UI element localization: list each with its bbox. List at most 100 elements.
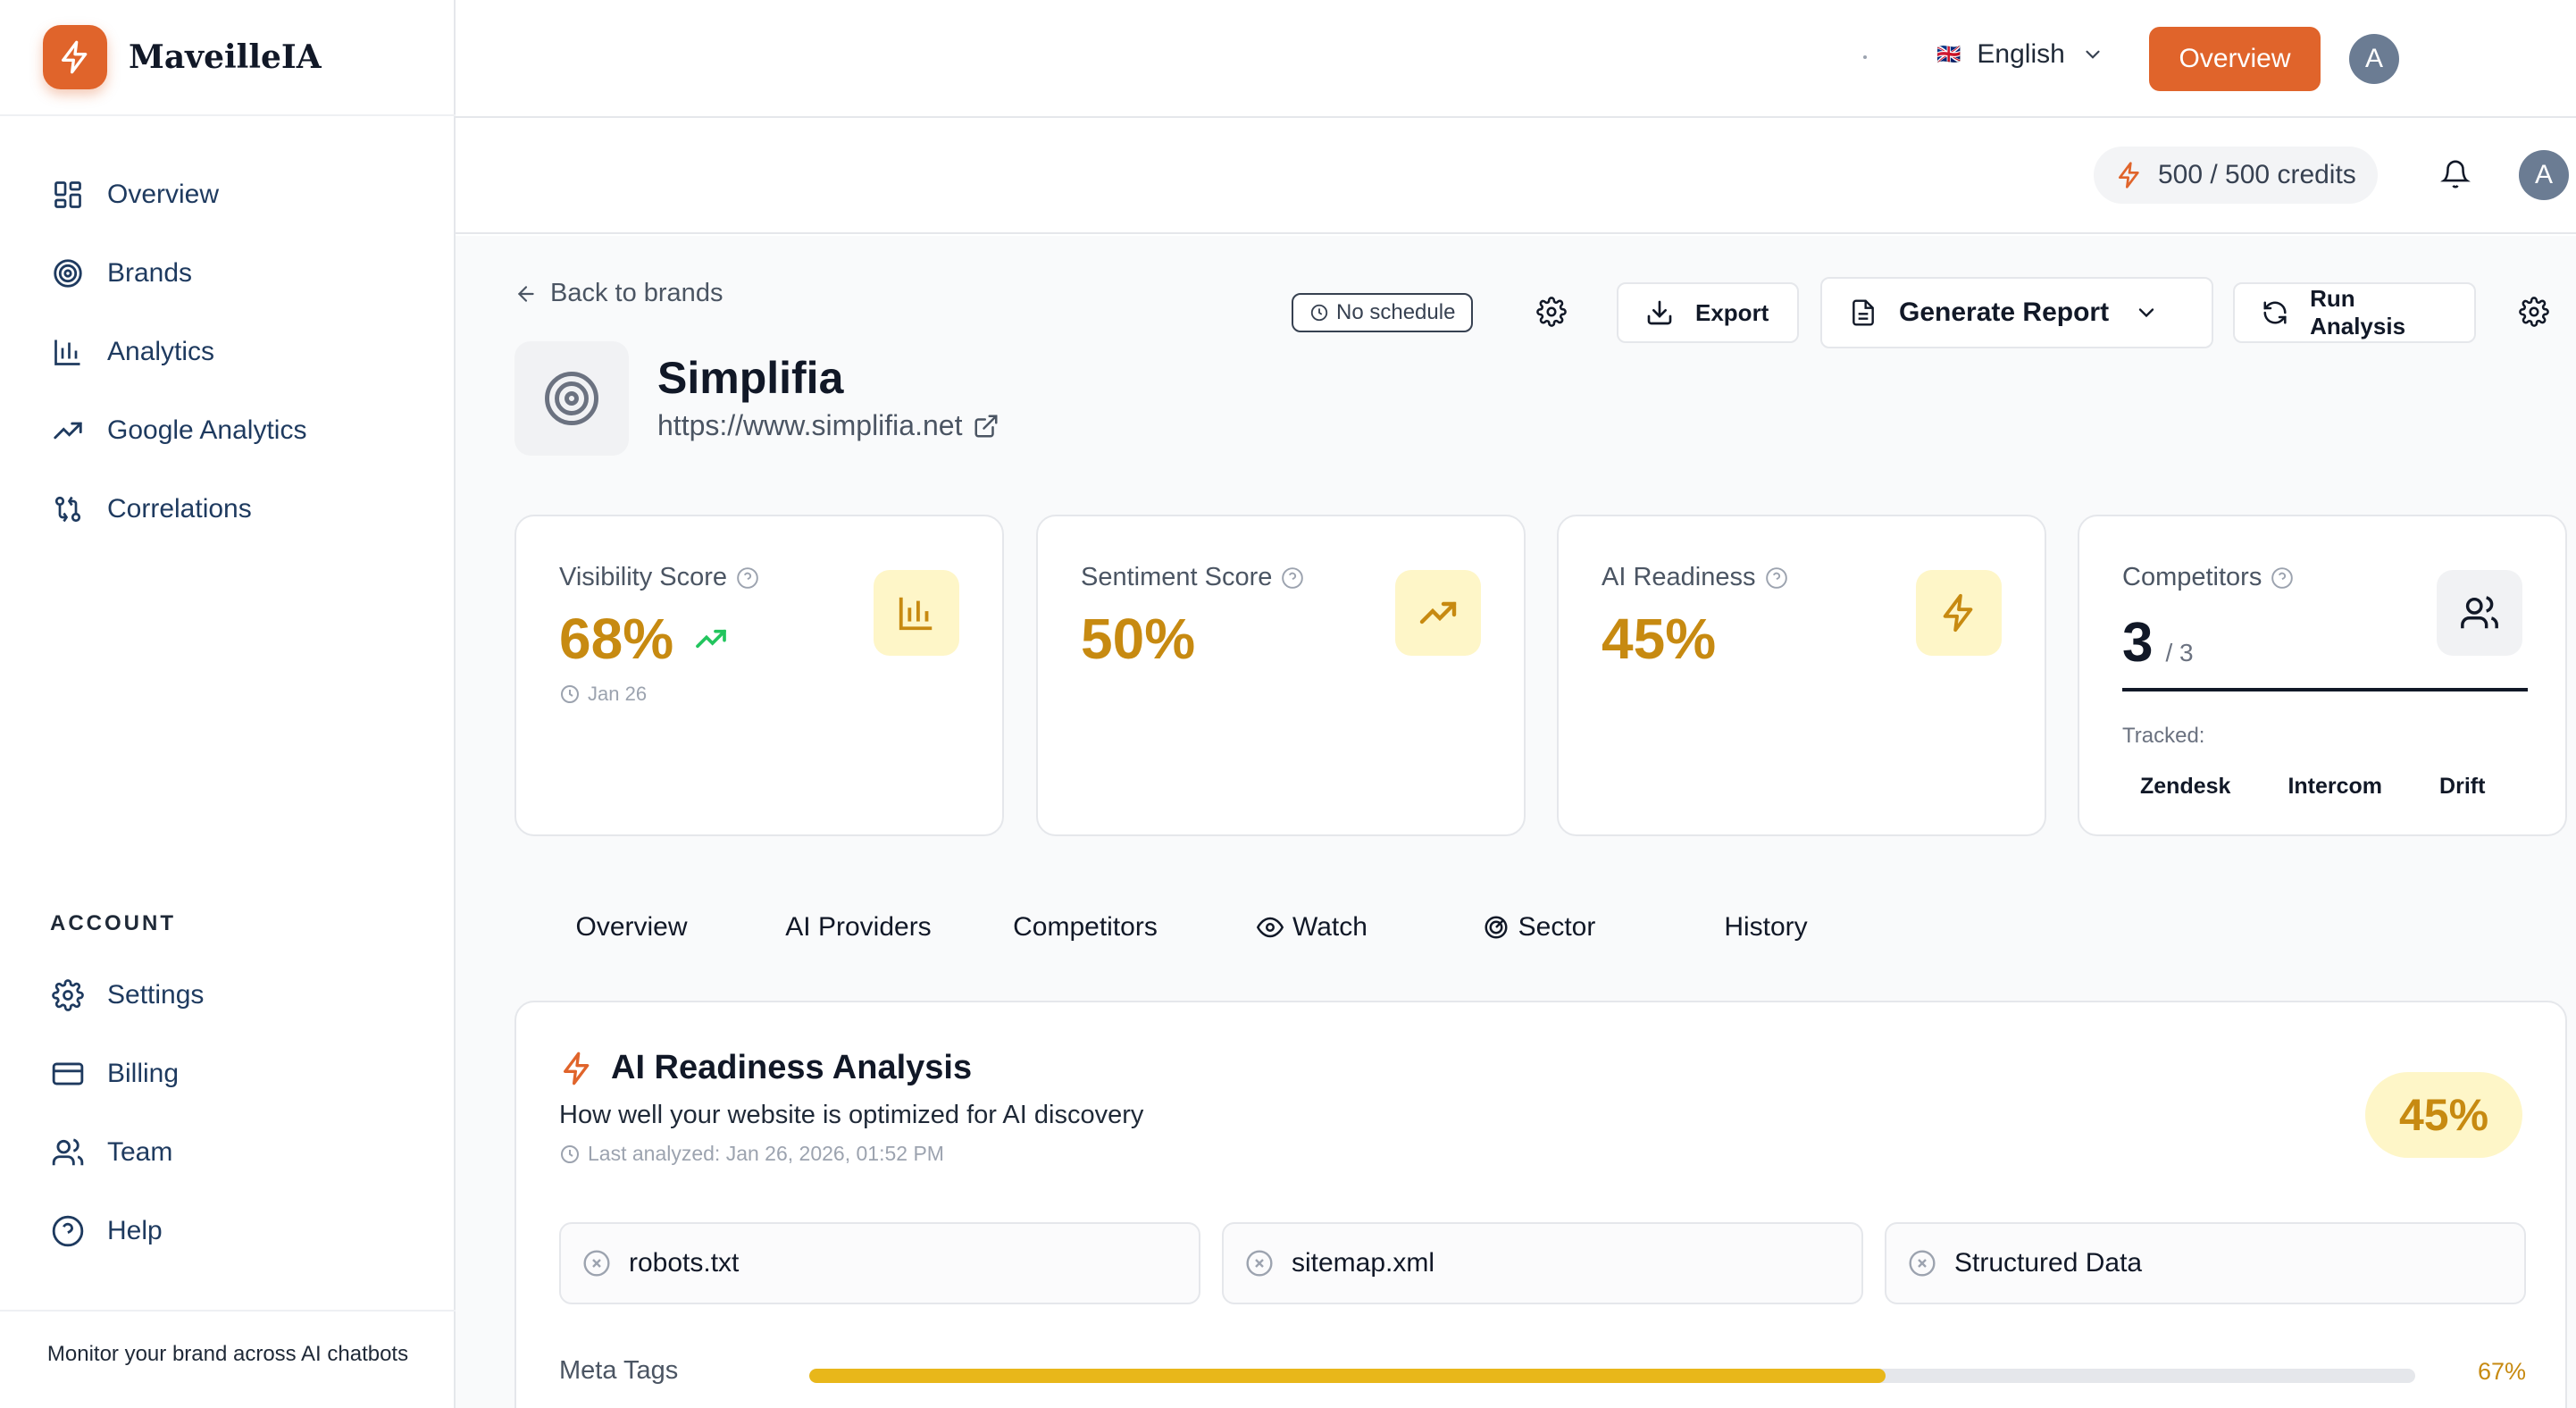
bar-chart-icon: [874, 570, 959, 656]
divider: [0, 1310, 456, 1312]
readiness-score-badge: 45%: [2365, 1072, 2522, 1158]
account-nav: Settings Billing Team Help: [50, 956, 204, 1270]
run-analysis-button[interactable]: Run Analysis: [2233, 282, 2476, 343]
help-circle-icon[interactable]: [736, 566, 759, 590]
schedule-settings-gear-icon[interactable]: [1536, 297, 1567, 331]
competitor-count: 3 / 3: [2122, 611, 2194, 675]
credits-badge[interactable]: 500 / 500 credits: [2094, 147, 2378, 204]
brand-url: https://www.simplifia.net: [657, 409, 963, 441]
language-label: English: [1977, 39, 2065, 69]
back-to-brands-link[interactable]: Back to brands: [514, 279, 723, 308]
card-title-text: AI Readiness: [1602, 563, 1756, 591]
generate-report-button[interactable]: Generate Report: [1820, 277, 2213, 348]
tab-label: History: [1724, 912, 1808, 942]
run-label: Run Analysis: [2310, 285, 2406, 339]
tab-overview[interactable]: Overview: [518, 904, 745, 951]
ai-readiness-analysis-card: AI Readiness Analysis How well your webs…: [514, 1001, 2567, 1408]
clock-icon: [1310, 304, 1328, 322]
help-circle-icon[interactable]: [1281, 566, 1304, 590]
competitor-count-total: / 3: [2165, 639, 2194, 666]
check-structured-data: Structured Data: [1885, 1222, 2526, 1304]
chevron-down-icon: [2138, 308, 2154, 318]
visibility-date: Jan 26: [588, 683, 648, 705]
check-label: Structured Data: [1954, 1248, 2143, 1278]
export-label: Export: [1695, 298, 1769, 326]
bell-icon[interactable]: [2440, 159, 2471, 194]
sidebar-item-settings[interactable]: Settings: [50, 956, 204, 1035]
app-name: MaveilleIA: [129, 38, 322, 76]
competitor-progress-bar: [2122, 688, 2528, 691]
card-title: AI Readiness: [1602, 563, 1788, 592]
check-label: robots.txt: [629, 1248, 740, 1278]
x-circle-icon: [1246, 1250, 1273, 1277]
sidebar-item-analytics[interactable]: Analytics: [50, 313, 306, 391]
file-text-icon: [1853, 299, 1874, 326]
tab-label: AI Providers: [785, 912, 932, 942]
lightning-logo-icon: [43, 25, 107, 89]
section-title-text: AI Readiness Analysis: [611, 1049, 973, 1086]
competitor-chip[interactable]: Intercom: [2287, 774, 2383, 799]
tab-label: Sector: [1518, 912, 1596, 942]
schedule-badge[interactable]: No schedule: [1292, 293, 1474, 332]
account-section-label: ACCOUNT: [50, 911, 176, 935]
arrow-left-icon: [517, 285, 534, 302]
language-selector[interactable]: 🇬🇧 English: [1936, 39, 2104, 70]
sidebar-item-overview[interactable]: Overview: [50, 155, 306, 234]
sidebar-item-label: Billing: [107, 1059, 180, 1088]
tab-watch[interactable]: Watch: [1199, 904, 1426, 951]
visibility-score-value: 68%: [559, 607, 674, 671]
tab-label: Competitors: [1013, 912, 1158, 942]
x-circle-icon: [1909, 1250, 1936, 1277]
check-label: sitemap.xml: [1292, 1248, 1435, 1278]
card-title-text: Sentiment Score: [1081, 563, 1273, 591]
avatar[interactable]: A: [2349, 34, 2399, 84]
help-circle-icon[interactable]: [1765, 566, 1788, 590]
schedule-label: No schedule: [1336, 300, 1456, 324]
sidebar-item-help[interactable]: Help: [50, 1192, 204, 1270]
export-button[interactable]: Export: [1617, 282, 1799, 343]
sidebar-item-label: Help: [107, 1216, 163, 1245]
card-date: Jan 26: [559, 683, 647, 706]
overview-button[interactable]: Overview: [2149, 27, 2321, 91]
last-analyzed-text: Last analyzed: Jan 26, 2026, 01:52 PM: [588, 1142, 944, 1165]
help-circle-icon[interactable]: [2271, 566, 2294, 590]
app-brand[interactable]: MaveilleIA: [43, 25, 322, 89]
sidebar-item-label: Analytics: [107, 337, 215, 366]
competitor-chip[interactable]: Zendesk: [2140, 774, 2231, 799]
tab-ai-providers[interactable]: AI Providers: [745, 904, 972, 951]
brand-settings-gear-icon[interactable]: [2519, 297, 2549, 331]
target-icon: [50, 256, 86, 291]
lightning-icon: [564, 1052, 590, 1085]
section-subtitle: How well your website is optimized for A…: [559, 1101, 1144, 1129]
credits-label: 500 / 500 credits: [2158, 160, 2356, 189]
last-analyzed: Last analyzed: Jan 26, 2026, 01:52 PM: [559, 1142, 944, 1166]
help-circle-icon: [50, 1213, 86, 1249]
competitor-count-value: 3: [2122, 612, 2154, 674]
users-icon: [50, 1135, 86, 1170]
sidebar-item-team[interactable]: Team: [50, 1113, 204, 1192]
sentiment-score-value: 50%: [1081, 607, 1196, 671]
back-label: Back to brands: [550, 279, 723, 307]
trending-up-icon: [696, 629, 726, 649]
meta-tags-percent: 67%: [2477, 1358, 2526, 1385]
tab-label: Watch: [1292, 912, 1367, 942]
lightning-icon: [2119, 162, 2139, 189]
ai-readiness-value: 45%: [1602, 607, 1717, 671]
tab-history[interactable]: History: [1652, 904, 1879, 951]
competitor-chip[interactable]: Drift: [2439, 774, 2486, 799]
sidebar-item-brands[interactable]: Brands: [50, 234, 306, 313]
download-icon: [1647, 300, 1672, 325]
clock-icon: [561, 685, 579, 703]
sidebar-item-billing[interactable]: Billing: [50, 1035, 204, 1113]
tracked-competitors: Zendesk Intercom Drift: [2122, 761, 2524, 812]
brand-url-link[interactable]: https://www.simplifia.net: [657, 409, 999, 442]
divider: [0, 114, 456, 116]
sidebar: MaveilleIA Overview Brands Analytics Go: [0, 0, 456, 1408]
tab-sector[interactable]: Sector: [1426, 904, 1652, 951]
gear-icon: [50, 977, 86, 1013]
tab-competitors[interactable]: Competitors: [972, 904, 1199, 951]
sidebar-item-google-analytics[interactable]: Google Analytics: [50, 391, 306, 470]
card-value: 68%: [559, 606, 729, 672]
sidebar-item-correlations[interactable]: Correlations: [50, 470, 306, 549]
avatar[interactable]: A: [2519, 150, 2569, 200]
